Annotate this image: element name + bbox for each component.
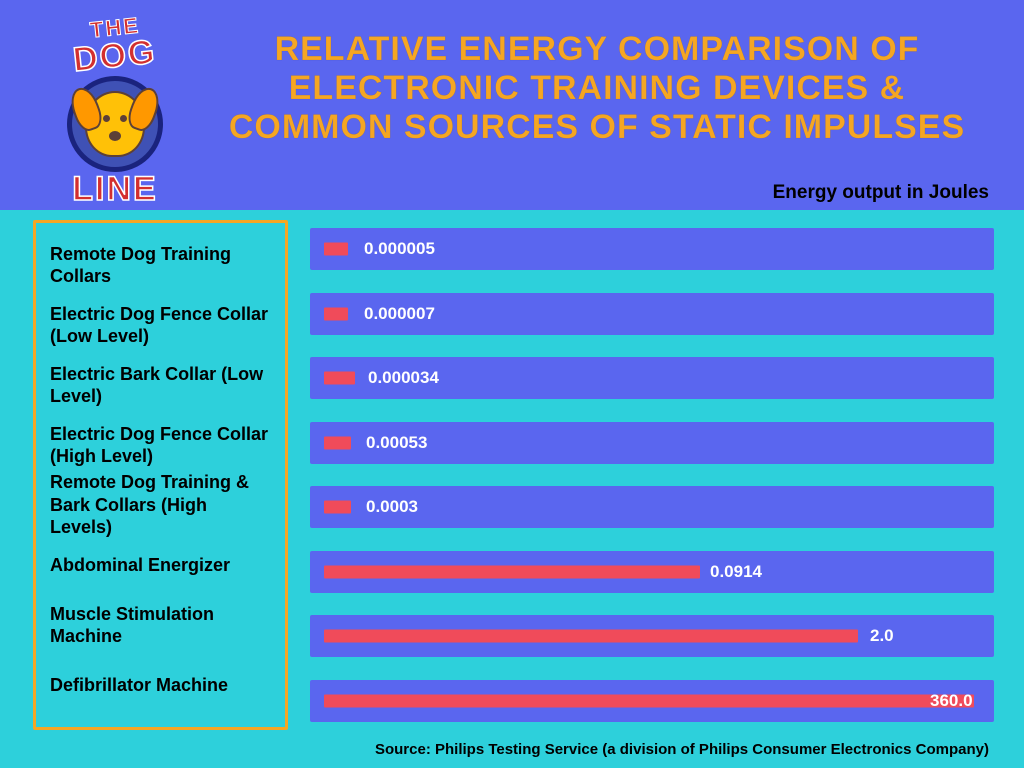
dog-icon [85,91,145,157]
legend-item: Remote Dog Training & Bark Collars (High… [50,477,271,533]
legend-item: Electric Dog Fence Collar (Low Level) [50,297,271,353]
bar-row: 360.0 [310,680,994,722]
bar-row: 0.0914 [310,551,994,593]
bar-fill [324,307,348,320]
bar-fill [324,501,351,514]
bar-value: 360.0 [930,691,973,711]
logo-text-dog: DOG [71,33,158,81]
brand-logo: THE DOG LINE [40,15,190,215]
legend-item: Defibrillator Machine [50,657,271,713]
y-axis-label: Energy output in Joules [773,182,989,204]
bar-fill [324,565,700,578]
bar-fill [324,372,355,385]
bar-value: 0.00053 [366,433,427,453]
bar-fill [324,243,348,256]
bar-row: 2.0 [310,615,994,657]
header: THE DOG LINE RELATIVE ENERGY COMPARISON … [0,0,1024,210]
bar-value: 0.000007 [364,304,435,324]
bar-value: 0.000005 [364,239,435,259]
bar-fill [324,436,351,449]
bar-value: 0.0914 [710,562,762,582]
legend-item: Electric Bark Collar (Low Level) [50,357,271,413]
bar-value: 0.0003 [366,497,418,517]
category-legend-box: Remote Dog Training Collars Electric Dog… [33,220,288,730]
logo-text-line: LINE [72,170,157,209]
bar-value: 2.0 [870,626,894,646]
legend-item: Electric Dog Fence Collar (High Level) [50,417,271,473]
legend-item: Muscle Stimulation Machine [50,597,271,653]
legend-item: Remote Dog Training Collars [50,237,271,293]
bar-row: 0.000007 [310,293,994,335]
bar-value: 0.000034 [368,368,439,388]
source-attribution: Source: Philips Testing Service (a divis… [375,741,989,758]
title-block: RELATIVE ENERGY COMPARISON OF ELECTRONIC… [210,30,984,147]
page-title: RELATIVE ENERGY COMPARISON OF ELECTRONIC… [210,30,984,147]
bars-container: 0.000005 0.000007 0.000034 0.00053 0.000… [310,220,994,730]
bar-fill [324,694,974,707]
bar-row: 0.000005 [310,228,994,270]
bar-row: 0.00053 [310,422,994,464]
bar-fill [324,630,858,643]
chart-area: Remote Dog Training Collars Electric Dog… [0,210,1024,768]
bar-row: 0.0003 [310,486,994,528]
logo-emblem-circle [67,76,163,172]
legend-item: Abdominal Energizer [50,537,271,593]
page-root: THE DOG LINE RELATIVE ENERGY COMPARISON … [0,0,1024,768]
bar-row: 0.000034 [310,357,994,399]
